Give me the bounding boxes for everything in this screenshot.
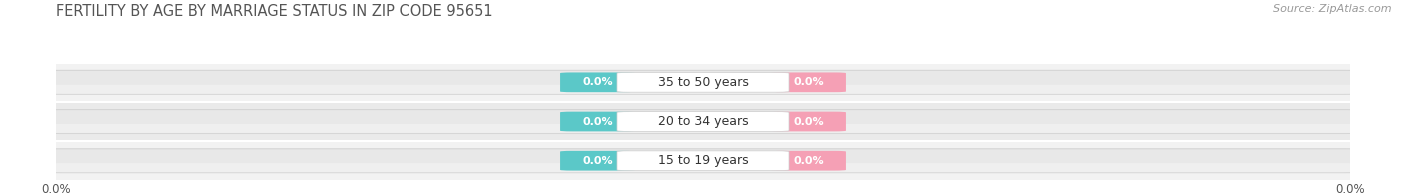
FancyBboxPatch shape (617, 151, 789, 171)
FancyBboxPatch shape (770, 151, 846, 171)
FancyBboxPatch shape (617, 112, 789, 131)
Text: 0.0%: 0.0% (793, 156, 824, 166)
Text: FERTILITY BY AGE BY MARRIAGE STATUS IN ZIP CODE 95651: FERTILITY BY AGE BY MARRIAGE STATUS IN Z… (56, 4, 494, 19)
Text: 20 to 34 years: 20 to 34 years (658, 115, 748, 128)
Text: 0.0%: 0.0% (582, 116, 613, 127)
FancyBboxPatch shape (560, 112, 636, 131)
FancyBboxPatch shape (617, 73, 789, 92)
Text: 0.0%: 0.0% (793, 77, 824, 87)
FancyBboxPatch shape (49, 124, 1357, 133)
Text: 0.0%: 0.0% (793, 116, 824, 127)
FancyBboxPatch shape (44, 110, 1362, 133)
FancyBboxPatch shape (49, 85, 1357, 94)
Bar (56, 64, 1350, 101)
Text: 15 to 19 years: 15 to 19 years (658, 154, 748, 167)
Text: 35 to 50 years: 35 to 50 years (658, 76, 748, 89)
Bar (56, 103, 1350, 140)
FancyBboxPatch shape (770, 73, 846, 92)
Bar (56, 142, 1350, 180)
FancyBboxPatch shape (560, 151, 636, 171)
Text: 0.0%: 0.0% (582, 77, 613, 87)
FancyBboxPatch shape (49, 163, 1357, 172)
FancyBboxPatch shape (560, 73, 636, 92)
Text: Source: ZipAtlas.com: Source: ZipAtlas.com (1274, 4, 1392, 14)
FancyBboxPatch shape (44, 70, 1362, 94)
Text: 0.0%: 0.0% (582, 156, 613, 166)
FancyBboxPatch shape (770, 112, 846, 131)
FancyBboxPatch shape (44, 149, 1362, 173)
